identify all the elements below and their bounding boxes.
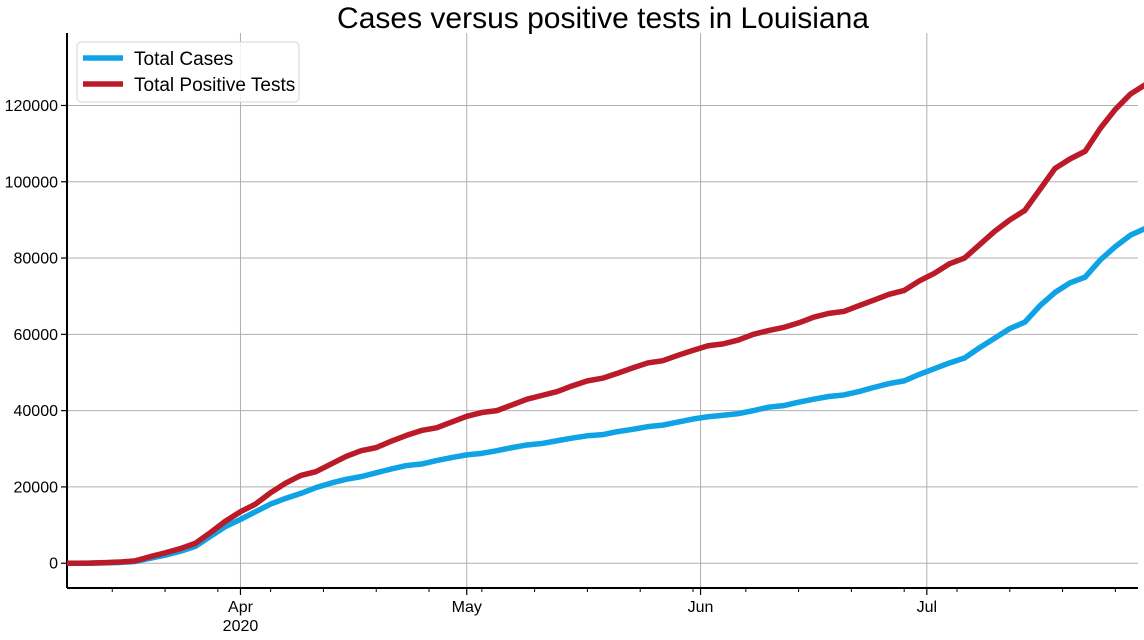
chart-title: Cases versus positive tests in Louisiana: [337, 2, 869, 35]
legend-box: [76, 41, 300, 103]
x-tick-label: May: [452, 599, 482, 616]
grid: [67, 33, 1138, 588]
x-tick-label: Jul: [917, 599, 937, 616]
x-tick-sublabel: 2020: [223, 618, 259, 635]
y-tick-label: 20000: [14, 479, 59, 496]
y-tick-label: 40000: [14, 403, 59, 420]
y-tick-label: 60000: [14, 327, 59, 344]
y-tick-label: 120000: [5, 98, 58, 115]
axes: 0 20000 40000 60000 80000 100000 120000 Apr 2020…: [5, 33, 1138, 635]
x-tick-label: Apr: [228, 599, 254, 616]
legend: Total Cases Total Positive Tests: [76, 41, 300, 103]
y-tick-label: 0: [49, 556, 58, 573]
legend-label-2: Total Positive Tests: [134, 75, 295, 96]
legend-label-1: Total Cases: [134, 49, 233, 70]
y-tick-label: 100000: [5, 174, 58, 191]
x-tick-label: Jun: [688, 599, 714, 616]
series-line-2: [66, 82, 1144, 566]
y-tick-label: 80000: [14, 251, 59, 268]
series: [66, 82, 1144, 566]
series-line-1: [66, 225, 1144, 566]
